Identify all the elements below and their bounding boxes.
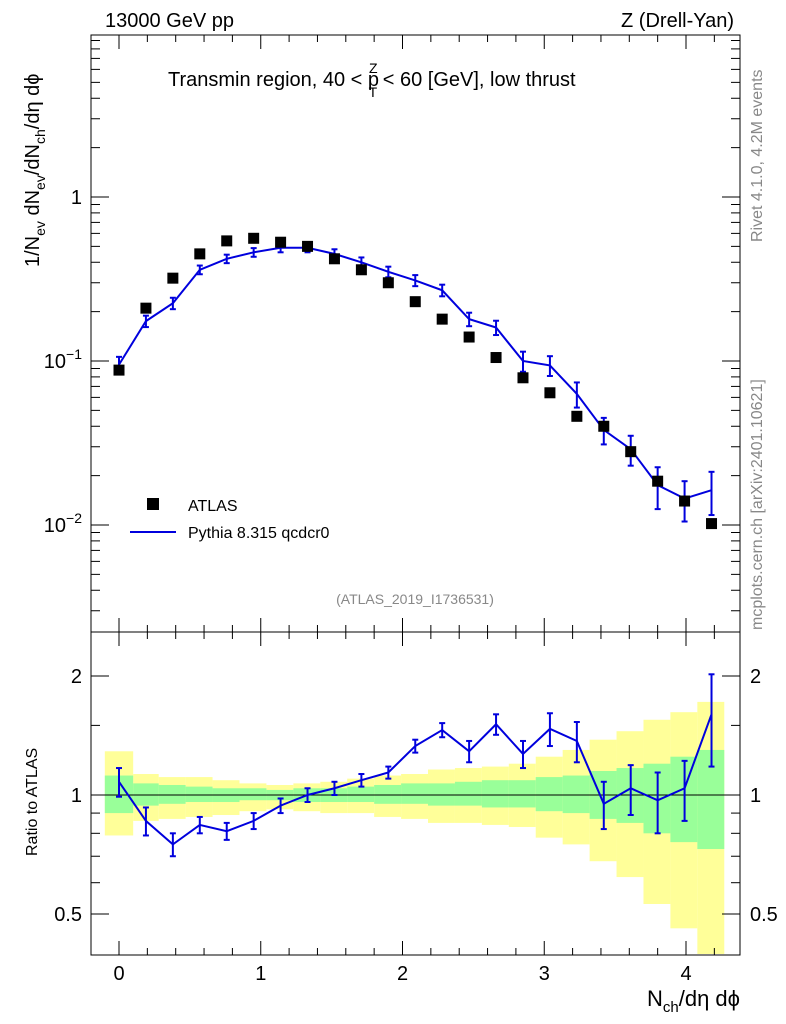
plot-title-sub: T: [369, 84, 378, 100]
inner-band-bin: [508, 780, 536, 808]
ratio-y-tick-label-right: 2: [750, 666, 761, 688]
y-tick-label: 10−2: [44, 510, 82, 537]
ratio-y-tick-label-left: 2: [71, 666, 82, 688]
ratio-y-tick-label-left: 1: [71, 785, 82, 807]
atlas-data-point: [140, 302, 152, 314]
ratio-y-tick-label-right: 1: [750, 785, 761, 807]
inner-band-bin: [239, 788, 267, 801]
atlas-data-point: [194, 248, 206, 260]
inner-band-bin: [454, 781, 482, 806]
atlas-data-point: [463, 331, 475, 343]
inner-band-bin: [158, 784, 186, 804]
atlas-data-point: [490, 352, 502, 364]
atlas-data-point: [571, 410, 583, 422]
atlas-data-point: [382, 277, 394, 289]
x-tick-label: 2: [397, 963, 408, 985]
plot-title-main: Transmin region, 40 < p: [168, 69, 379, 91]
plot-title-sup: Z: [369, 60, 378, 76]
legend-atlas-label: ATLAS: [188, 498, 238, 515]
legend-pythia-label: Pythia 8.315 qcdcr0: [188, 525, 330, 542]
ratio-plot-frame: [90, 631, 741, 956]
atlas-data-point: [328, 253, 340, 265]
atlas-data-point: [679, 495, 691, 507]
x-tick-label: 1: [255, 963, 266, 985]
ratio-uncertainty-bands: [91, 701, 740, 954]
atlas-data-point: [355, 264, 367, 276]
inner-band-bin: [185, 786, 213, 803]
header-right-label: Z (Drell-Yan): [621, 10, 734, 32]
atlas-data-point: [248, 232, 260, 244]
atlas-data-point: [113, 364, 125, 376]
atlas-data-point: [409, 296, 421, 308]
analysis-id-watermark: (ATLAS_2019_I1736531): [336, 591, 494, 607]
atlas-data-point: [167, 272, 179, 284]
inner-band-bin: [481, 780, 509, 808]
legend-atlas-marker: [147, 498, 159, 510]
axis-tick-labels: 0 1 2 3 4 10−2 10−1 1 0.5 0.5 1 1 2 2: [44, 187, 778, 985]
x-tick-label: 4: [680, 963, 691, 985]
mcplots-label: mcplots.cern.ch [arXiv:2401.10621]: [749, 379, 766, 630]
atlas-data-point: [221, 235, 233, 247]
plot-title-end: < 60 [GeV], low thrust: [377, 69, 576, 91]
inner-band-bin: [347, 786, 375, 803]
y-axis-label-ratio: Ratio to ATLAS: [24, 748, 41, 856]
y-axis-label-main: 1/Nev dNev/dNch/dη dϕ: [22, 74, 48, 267]
axis-ticks: [91, 35, 740, 955]
ratio-y-tick-label-left: 0.5: [54, 904, 82, 926]
x-tick-label: 3: [539, 963, 550, 985]
inner-band-bin: [374, 784, 402, 804]
plot-title: Transmin region, 40 < pZ T < 60 [GeV], lo…: [168, 60, 576, 100]
atlas-data-point: [436, 313, 448, 325]
mc-ratio-series: [116, 673, 715, 858]
inner-band-bin: [562, 775, 590, 814]
main-plot-frame: [90, 34, 741, 633]
atlas-data-series: [113, 232, 718, 530]
atlas-data-point: [302, 240, 314, 252]
y-tick-exponent: −2: [66, 510, 82, 526]
atlas-data-point: [625, 446, 637, 458]
header-left-label: 13000 GeV pp: [105, 10, 234, 32]
mc-main-series: [116, 242, 715, 523]
atlas-data-point: [706, 518, 718, 530]
inner-band-bin: [535, 777, 563, 812]
atlas-data-point: [652, 475, 664, 487]
atlas-data-point: [275, 236, 287, 248]
y-tick-label: 1: [71, 187, 82, 209]
atlas-data-point: [544, 387, 556, 399]
y-tick-label: 10−1: [44, 346, 82, 373]
atlas-data-point: [598, 420, 610, 432]
ratio-y-tick-label-right: 0.5: [750, 904, 778, 926]
rivet-version-label: Rivet 4.1.0, 4.2M events: [749, 69, 766, 242]
y-tick-exponent: −1: [66, 346, 82, 362]
x-tick-label: 0: [113, 963, 124, 985]
x-axis-label: Nch/dη dϕ: [647, 986, 740, 1016]
inner-band-bin: [401, 783, 429, 804]
atlas-data-point: [517, 372, 529, 384]
